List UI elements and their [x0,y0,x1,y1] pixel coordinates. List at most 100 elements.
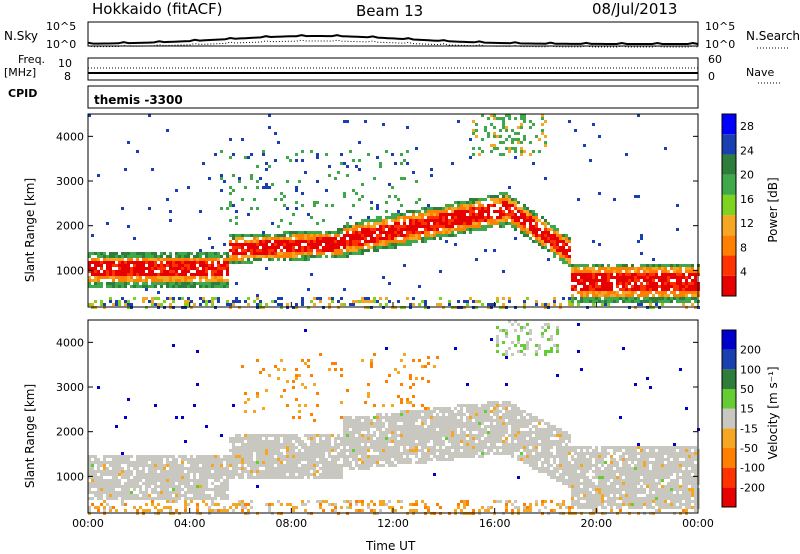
power-cell [541,246,544,249]
velocity-cell [349,503,352,506]
velocity-cell [241,443,244,446]
velocity-cell [490,431,493,434]
velocity-cell [160,467,163,470]
velocity-cell [424,416,427,419]
velocity-cell [289,443,292,446]
power-cell [259,300,262,303]
velocity-cell [457,419,460,422]
velocity-cell [346,434,349,437]
velocity-cell [97,464,100,467]
power-cell [346,234,349,237]
velocity-cell [301,383,304,386]
velocity-cell [115,458,118,461]
power-cell [349,228,352,231]
power-cell [556,234,559,237]
power-cell [343,195,346,198]
power-cell [343,228,346,231]
power-cell [235,300,238,303]
power-cell [355,225,358,228]
power-cell [541,240,544,243]
velocity-cell [142,458,145,461]
power-cell [649,300,652,303]
power-cell [364,120,367,123]
velocity-cell [91,464,94,467]
velocity-cell [400,458,403,461]
velocity-cell [226,464,229,467]
power-cell [460,231,463,234]
power-cell [637,294,640,297]
velocity-cell [259,455,262,458]
power-cell [457,120,460,123]
velocity-cell [205,494,208,497]
velocity-cell [376,446,379,449]
velocity-cell [244,434,247,437]
power-cell [112,282,115,285]
velocity-cell [430,419,433,422]
velocity-cell [199,473,202,476]
velocity-cell [316,464,319,467]
velocity-cell [241,464,244,467]
power-cell [217,264,220,267]
power-cell [661,300,664,303]
power-cell [541,114,544,117]
power-cell [481,150,484,153]
power-cell [601,294,604,297]
velocity-cell [88,491,91,494]
velocity-cell [244,443,247,446]
velocity-cell [424,434,427,437]
power-cell [199,282,202,285]
velocity-cell [166,488,169,491]
power-cell [520,228,523,231]
power-cell [436,303,439,306]
power-cell [616,267,619,270]
power-cell [619,276,622,279]
velocity-cell [205,473,208,476]
power-cell [406,216,409,219]
velocity-cell [343,437,346,440]
velocity-cell [499,446,502,449]
power-cell [505,195,508,198]
velocity-cell [316,476,319,479]
velocity-cell [451,410,454,413]
power-cell [592,291,595,294]
power-cell [568,258,571,261]
velocity-cell [277,455,280,458]
velocity-cell [256,485,259,488]
power-cell [565,243,568,246]
power-cell [373,222,376,225]
power-cell [412,219,415,222]
velocity-cell [484,419,487,422]
velocity-cell [394,428,397,431]
velocity-cell [172,488,175,491]
velocity-cell [256,359,259,362]
velocity-cell [97,488,100,491]
power-cell [658,276,661,279]
velocity-cell [373,425,376,428]
velocity-cell [361,428,364,431]
velocity-cell [271,458,274,461]
power-cell [679,279,682,282]
power-cell [640,237,643,240]
power-cell [109,297,112,300]
velocity-cell [325,500,328,503]
power-cell [355,243,358,246]
power-cell [241,198,244,201]
velocity-cell [364,449,367,452]
power-cell [277,303,280,306]
velocity-cell [268,509,271,512]
power-cell [550,249,553,252]
power-cell [391,228,394,231]
velocity-cell [439,452,442,455]
velocity-cell [400,410,403,413]
velocity-cell [418,458,421,461]
velocity-cell [403,365,406,368]
velocity-cell [331,449,334,452]
velocity-cell [409,443,412,446]
velocity-cell [451,422,454,425]
power-cell [637,240,640,243]
velocity-cell [346,461,349,464]
velocity-cell [292,449,295,452]
power-cell [313,243,316,246]
velocity-cell [250,443,253,446]
power-cell [454,213,457,216]
